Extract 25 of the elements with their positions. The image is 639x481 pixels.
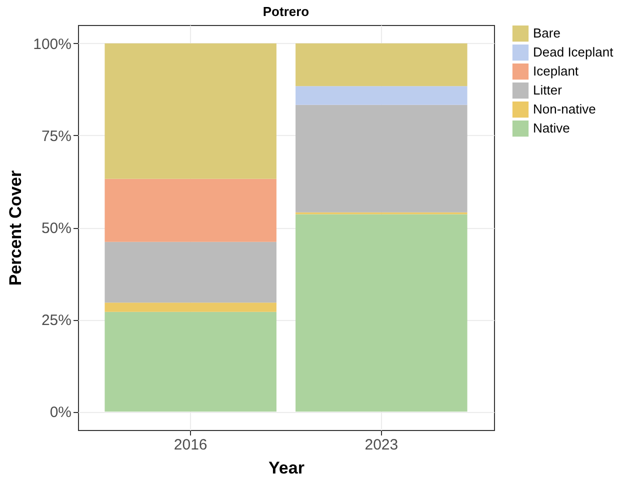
y-tick-label: 100% <box>33 36 72 53</box>
chart-title: Potrero <box>262 4 310 19</box>
legend-label: Litter <box>533 82 563 98</box>
legend-label: Native <box>533 120 570 136</box>
legend-label: Non-native <box>533 102 596 116</box>
x-tick-label: 2016 <box>174 436 208 454</box>
y-tick-label: 75% <box>41 128 72 145</box>
bar <box>296 43 468 86</box>
legend-label: Iceplant <box>533 64 579 78</box>
bar <box>104 178 276 242</box>
x-tick-label: 2023 <box>364 436 398 454</box>
bar <box>104 312 276 412</box>
y-tick-label: 25% <box>41 312 72 330</box>
bar <box>296 104 468 212</box>
bar <box>104 43 276 179</box>
legend-label: Bare <box>533 26 560 40</box>
y-tick-label: 50% <box>41 220 72 237</box>
bar <box>296 86 468 105</box>
legend-label: Dead Iceplant <box>533 44 614 60</box>
bar <box>104 242 276 303</box>
bar <box>104 302 276 312</box>
x-axis-title: Year <box>268 458 305 478</box>
y-tick-label: 0% <box>50 404 72 422</box>
y-axis-title: Percent Cover <box>6 170 26 286</box>
bar <box>296 214 468 412</box>
